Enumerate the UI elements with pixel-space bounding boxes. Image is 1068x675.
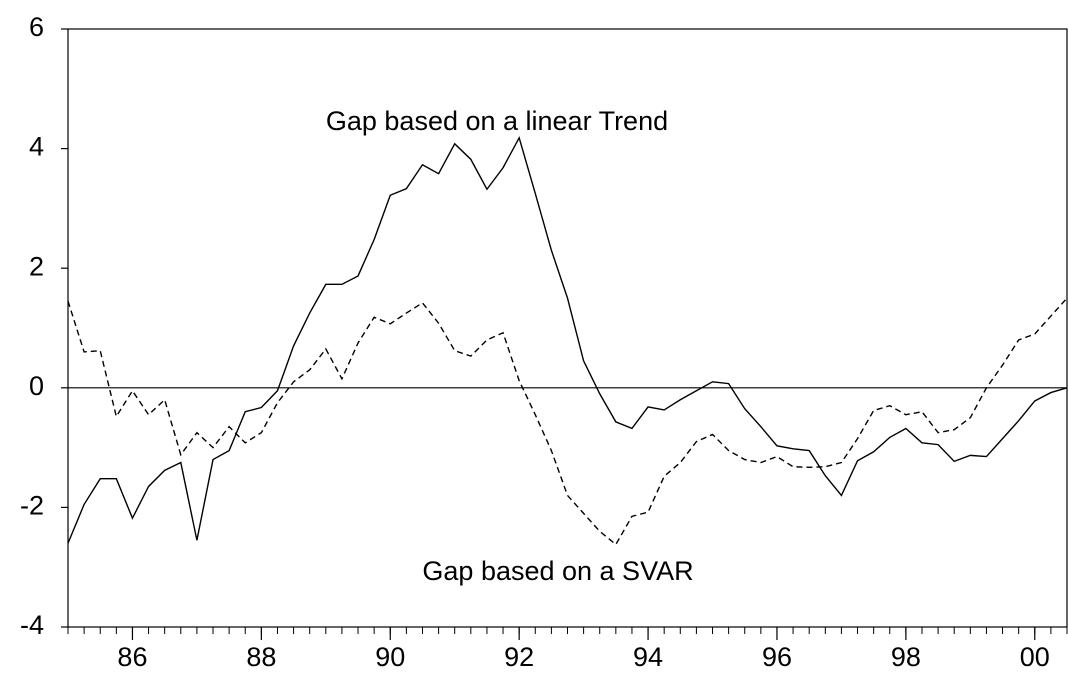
x-tick-label: 98 <box>891 642 921 672</box>
series-annotation: Gap based on a linear Trend <box>326 106 668 136</box>
y-tick-label: 0 <box>29 371 44 401</box>
x-tick-label: 86 <box>117 642 147 672</box>
series-line <box>67 136 1068 544</box>
series-annotation: Gap based on a SVAR <box>422 556 693 586</box>
y-tick-label: -4 <box>20 610 44 640</box>
y-tick-label: 6 <box>29 12 44 42</box>
x-tick-label: 96 <box>762 642 792 672</box>
series-line <box>67 297 1068 546</box>
x-tick-label: 00 <box>1020 642 1050 672</box>
x-tick-label: 90 <box>375 642 405 672</box>
y-tick-label: -2 <box>20 491 44 521</box>
y-tick-label: 2 <box>29 251 44 281</box>
x-tick-label: 88 <box>246 642 276 672</box>
y-tick-label: 4 <box>29 132 44 162</box>
x-tick-label: 94 <box>633 642 663 672</box>
x-tick-label: 92 <box>504 642 534 672</box>
